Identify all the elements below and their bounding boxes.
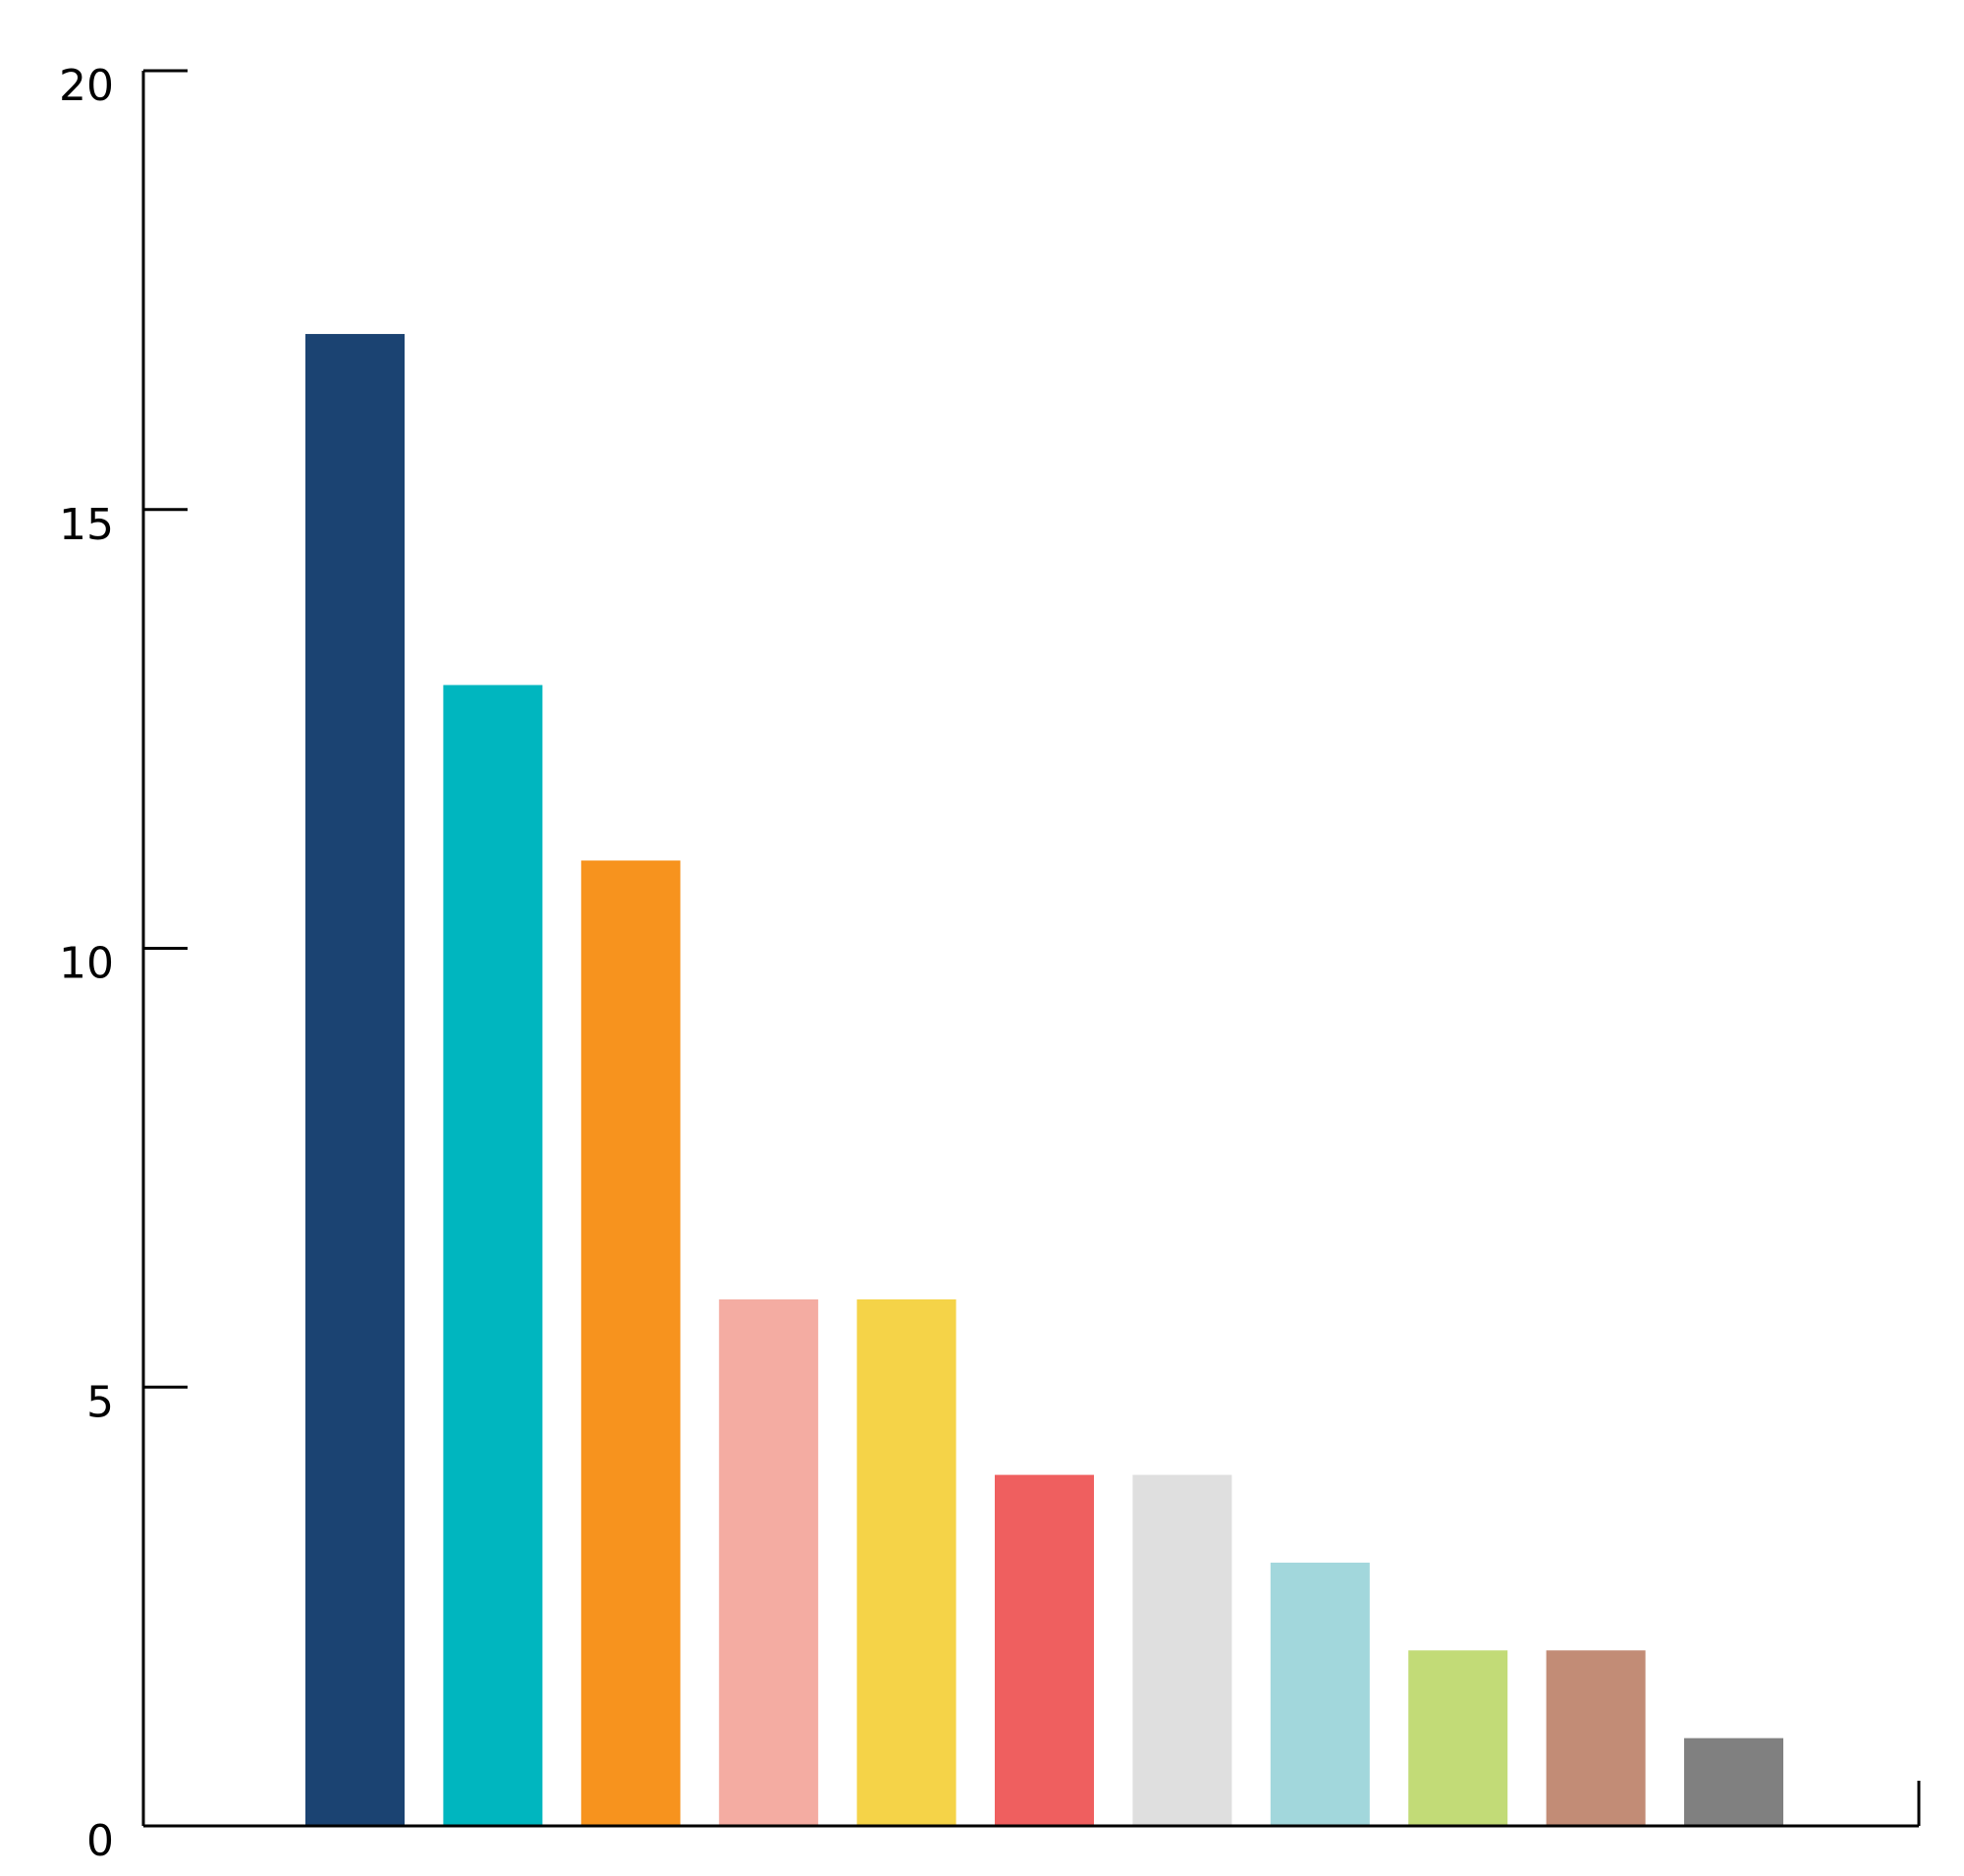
bar-1	[305, 334, 405, 1826]
bar-8	[1270, 1562, 1370, 1826]
bar-11	[1684, 1738, 1783, 1826]
y-tick-label-5: 5	[86, 1377, 114, 1427]
bar-3	[580, 860, 681, 1826]
bar-2	[443, 685, 543, 1827]
y-tick-label-15: 15	[59, 500, 114, 550]
bar-10	[1546, 1650, 1646, 1826]
bar-4	[719, 1298, 819, 1826]
y-tick-label-0: 0	[86, 1816, 114, 1866]
bars-group	[305, 334, 1783, 1827]
y-ticks-group: 0 5 10 15 20	[59, 61, 188, 1866]
bar-6	[995, 1474, 1094, 1826]
y-tick-label-20: 20	[59, 61, 114, 111]
bar-5	[856, 1298, 956, 1826]
bar-9	[1408, 1650, 1508, 1826]
y-tick-label-10: 10	[59, 939, 114, 989]
bar-7	[1132, 1474, 1232, 1826]
